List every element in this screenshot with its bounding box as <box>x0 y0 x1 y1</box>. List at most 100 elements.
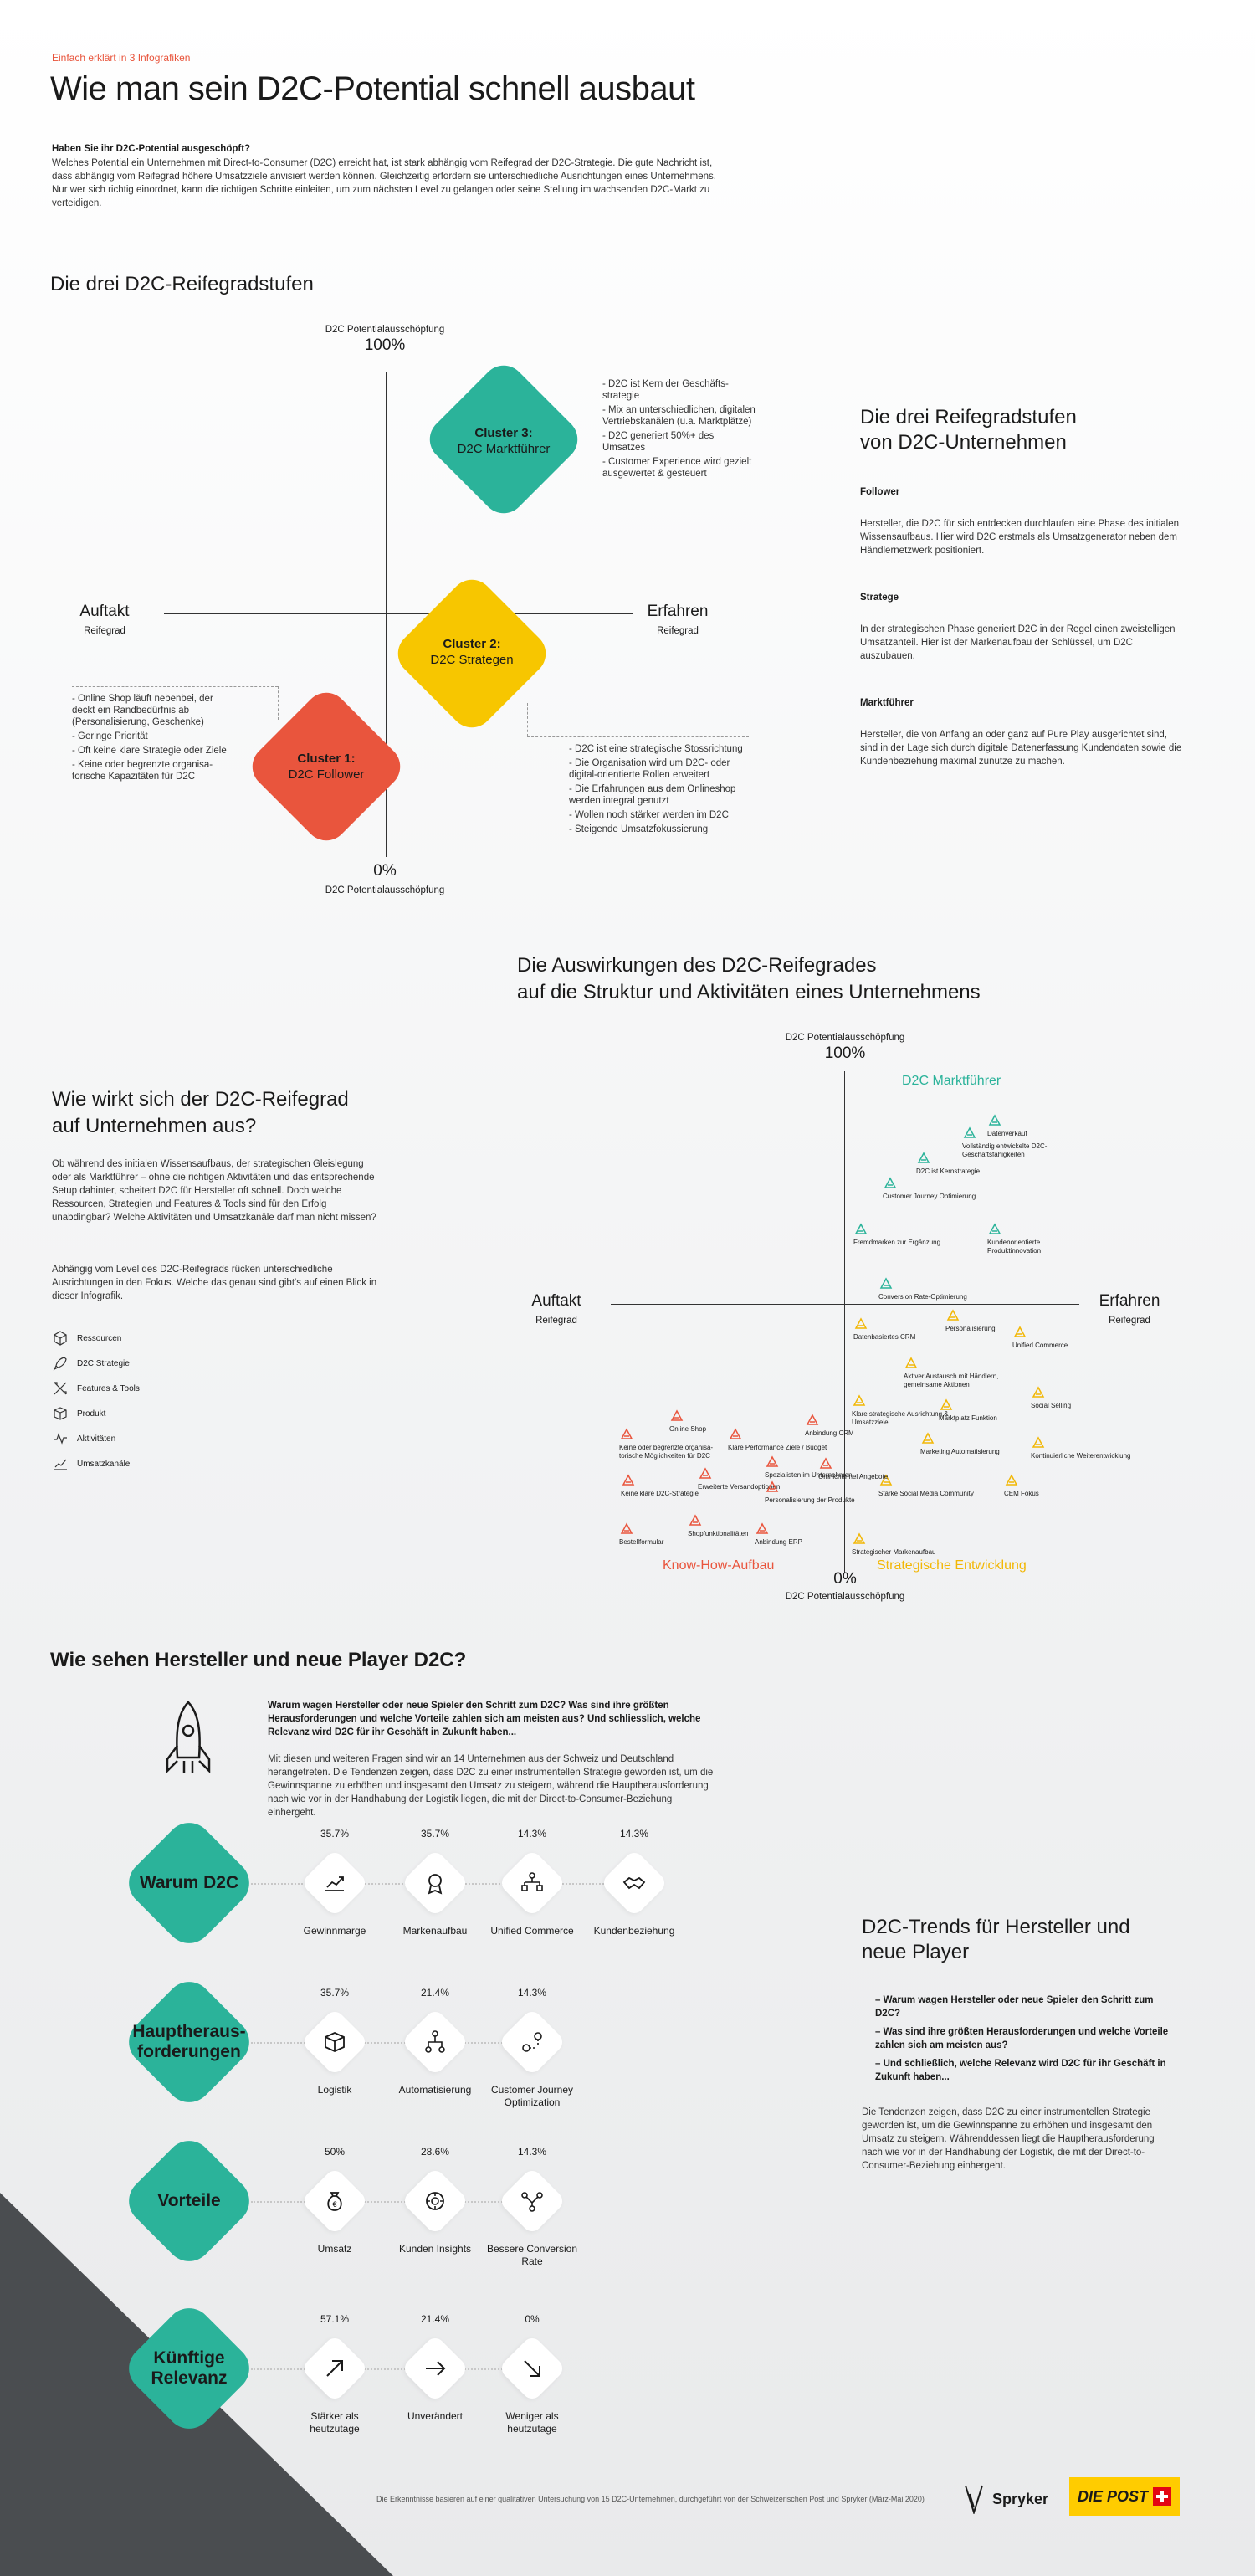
s1-side-text-2: In der strategischen Phase generiert D2C… <box>860 624 1176 661</box>
red-item: Erweiterte Versandoptionen <box>698 1466 798 1491</box>
row-3-label-2: Weniger als heutzutage <box>505 2410 559 2435</box>
yellow-item-icon <box>940 1398 953 1410</box>
s2-y-axis <box>844 1071 845 1573</box>
teal-item: Customer Journey Optimierung <box>883 1176 983 1201</box>
handshake-icon <box>622 1876 646 1890</box>
arrow-down-right-icon <box>524 2360 540 2377</box>
rocket-icon <box>53 1357 67 1371</box>
row-2-label-1: Kunden Insights <box>398 2243 472 2255</box>
teal-item-label: Fremdmarken zur Ergänzung <box>853 1239 941 1246</box>
yellow-item-label: Kontinuierliche Weiterentwicklung <box>1031 1452 1131 1460</box>
journey-icon <box>522 2032 542 2052</box>
legend-produkt: Produkt <box>52 1401 140 1426</box>
s2-y-top-value: 100% <box>824 1044 866 1062</box>
row-3-pct-0: 57.1% <box>320 2313 350 2325</box>
red-item-label: Spezialisten im Unternehmen <box>765 1471 853 1479</box>
logo-die-post: DIE POST <box>1069 2477 1180 2516</box>
teal-item: Conversion Rate-Optimierung <box>878 1276 979 1301</box>
yellow-item-icon <box>1005 1474 1018 1486</box>
row-3-pct-2: 0% <box>525 2313 540 2325</box>
teal-item: Kundenorientierte Produktinnovation <box>987 1222 1088 1255</box>
yellow-item-label: Personalisierung <box>945 1325 996 1332</box>
row-0-pct-3: 14.3% <box>619 1828 649 1840</box>
red-item-icon <box>670 1409 684 1421</box>
yellow-item: Starke Social Media Community <box>878 1473 979 1498</box>
intro-text: Welches Potential ein Unternehmen mit Di… <box>52 158 716 208</box>
teal-item-icon <box>884 1177 897 1188</box>
yellow-item-icon <box>853 1394 866 1406</box>
s1-side-heading-2: Stratege <box>860 593 899 603</box>
teal-item-icon <box>917 1152 930 1163</box>
spryker-mark-icon <box>965 2485 983 2514</box>
row-3-label-0: Stärker als heutzutage <box>310 2410 360 2435</box>
row-0-label-3: Kundenbeziehung <box>593 1925 675 1937</box>
truck-box-icon <box>325 2032 345 2052</box>
yellow-item-label: Aktiver Austausch mit Händlern, gemeinsa… <box>904 1373 999 1388</box>
intro-question: Haben Sie ihr D2C-Potential ausgeschöpft… <box>52 144 251 154</box>
red-item-icon <box>756 1522 769 1534</box>
red-item-label: Erweiterte Versandoptionen <box>698 1483 781 1491</box>
footer-note: Die Erkenntnisse basieren auf einer qual… <box>376 2495 925 2503</box>
yellow-item-label: Starke Social Media Community <box>878 1490 974 1497</box>
cube-outline-icon <box>54 1331 67 1346</box>
row-1-pct-0: 35.7% <box>320 1987 350 1999</box>
yellow-item: Marktplatz Funktion <box>939 1398 1039 1423</box>
s2-y-bottom-label: D2C Potentialausschöpfung <box>785 1592 905 1602</box>
yellow-item-icon <box>1032 1436 1045 1448</box>
yellow-item-icon <box>921 1432 935 1444</box>
s2-paragraph-1: Ob während des initialen Wissensaufbaus,… <box>52 1159 376 1223</box>
s2-paragraph-2: Abhängig vom Level des D2C-Reifegrads rü… <box>52 1265 377 1301</box>
s2-y-bottom-value: 0% <box>833 1570 857 1588</box>
red-item-icon <box>620 1522 633 1534</box>
teal-item-label: Vollständig entwickelte D2C-Geschäftsfäh… <box>962 1142 1048 1158</box>
s1-side-text-1: Hersteller, die D2C für sich entdecken d… <box>860 519 1179 556</box>
red-item-label: Omnichannel Angebote <box>818 1473 889 1480</box>
red-item-icon <box>620 1428 633 1439</box>
s2-legend: Ressourcen D2C Strategie Features & Tool… <box>52 1326 140 1476</box>
row-3-connector <box>251 2368 532 2370</box>
cluster1-points: - Online Shop läuft nebenbei, der deckt … <box>72 694 227 782</box>
red-item-icon <box>766 1455 779 1467</box>
red-item: Klare Performance Ziele / Budget <box>728 1427 828 1452</box>
yellow-item-label: Klare strategische Ausrichtung & Umsatzz… <box>852 1410 949 1426</box>
page-title: Wie man sein D2C-Potential schnell ausba… <box>50 70 695 107</box>
s1-x-right-sub: Reifegrad <box>657 626 699 636</box>
s1-y-top-label: D2C Potentialausschöpfung <box>325 325 445 335</box>
red-item: Omnichannel Angebote <box>818 1456 919 1481</box>
red-item-icon <box>622 1474 635 1486</box>
red-item-label: Shopfunktionalitäten <box>688 1530 749 1537</box>
s1-x-left-sub: Reifegrad <box>84 626 126 636</box>
legend-umsatzkanaele: Umsatzkanäle <box>52 1451 140 1476</box>
row-1-pct-2: 14.3% <box>517 1987 547 1999</box>
s3-side-title: D2C-Trends für Hersteller und neue Playe… <box>862 1916 1130 1963</box>
arrow-up-right-icon <box>326 2360 343 2377</box>
s3-side-questions: – Warum wagen Hersteller oder neue Spiel… <box>875 1995 1169 2082</box>
s2-x-right: Erfahren <box>1099 1292 1160 1310</box>
row-3-title: Künftige Relevanz <box>151 2348 228 2388</box>
cluster3-label: Cluster 3: D2C Marktführer <box>457 426 551 456</box>
row-2-title: Vorteile <box>157 2191 221 2210</box>
zone-strategisch: Strategische Entwicklung <box>877 1558 1027 1573</box>
teal-item-icon <box>854 1223 868 1234</box>
teal-item: Fremdmarken zur Ergänzung <box>853 1222 954 1247</box>
legend-ressourcen: Ressourcen <box>52 1326 140 1351</box>
s3-side-text: Die Tendenzen zeigen, dass D2C zu einer … <box>862 2107 1155 2171</box>
row-0-title: Warum D2C <box>139 1873 239 1892</box>
red-item-label: Anbindung CRM <box>805 1429 854 1437</box>
chart-icon <box>54 1459 67 1470</box>
s3-intro: Mit diesen und weiteren Fragen sind wir … <box>268 1754 714 1818</box>
arrow-right-icon <box>426 2361 446 2376</box>
rocket-large-icon <box>166 1701 211 1774</box>
red-item: Keine klare D2C-Strategie <box>621 1473 721 1498</box>
row-3-pct-1: 21.4% <box>420 2313 450 2325</box>
s2-x-left-sub: Reifegrad <box>535 1316 577 1326</box>
yellow-item: Social Selling <box>1031 1385 1131 1410</box>
s2-x-axis <box>611 1304 1079 1305</box>
kicker: Einfach erklärt in 3 Infografiken <box>52 52 191 64</box>
svg-text:€: € <box>332 2200 336 2209</box>
red-item-icon <box>729 1428 742 1439</box>
row-0-pct-0: 35.7% <box>320 1828 350 1840</box>
network-cart-icon <box>521 1872 543 1891</box>
yellow-item: Strategischer Markenaufbau <box>852 1532 952 1557</box>
yellow-item: Personalisierung <box>945 1308 1046 1333</box>
